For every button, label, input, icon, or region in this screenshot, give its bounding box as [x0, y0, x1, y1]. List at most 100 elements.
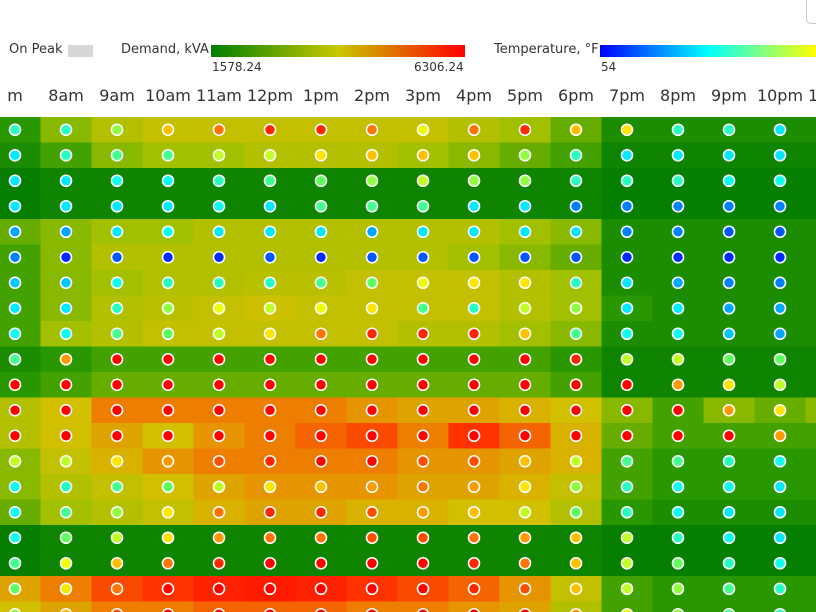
temperature-dot[interactable] — [467, 505, 481, 519]
temperature-dot[interactable] — [212, 250, 226, 264]
temperature-dot[interactable] — [773, 327, 787, 341]
temperature-dot[interactable] — [263, 403, 277, 417]
temperature-dot[interactable] — [773, 250, 787, 264]
demand-cell[interactable] — [499, 601, 552, 612]
demand-cell[interactable] — [703, 601, 756, 612]
temperature-dot[interactable] — [467, 276, 481, 290]
temperature-dot[interactable] — [263, 123, 277, 137]
temperature-dot[interactable] — [671, 505, 685, 519]
temperature-dot[interactable] — [212, 174, 226, 188]
temperature-dot[interactable] — [161, 123, 175, 137]
temperature-dot[interactable] — [569, 174, 583, 188]
temperature-dot[interactable] — [671, 148, 685, 162]
temperature-dot[interactable] — [213, 607, 225, 612]
temperature-dot[interactable] — [8, 505, 22, 519]
temperature-dot[interactable] — [212, 531, 226, 545]
temperature-dot[interactable] — [365, 276, 379, 290]
temperature-dot[interactable] — [518, 148, 532, 162]
demand-cell[interactable] — [550, 601, 603, 612]
temperature-dot[interactable] — [365, 301, 379, 315]
temperature-dot[interactable] — [467, 301, 481, 315]
temperature-dot[interactable] — [8, 352, 22, 366]
temperature-dot[interactable] — [671, 301, 685, 315]
demand-cell[interactable] — [805, 499, 816, 526]
temperature-dot[interactable] — [723, 607, 735, 612]
temperature-dot[interactable] — [671, 276, 685, 290]
corner-scroll-handle[interactable] — [806, 0, 816, 24]
temperature-dot[interactable] — [366, 607, 378, 612]
temperature-dot[interactable] — [620, 505, 634, 519]
demand-cell[interactable] — [805, 270, 816, 297]
demand-cell[interactable] — [805, 142, 816, 169]
temperature-dot[interactable] — [9, 607, 21, 612]
temperature-dot[interactable] — [569, 123, 583, 137]
temperature-dot[interactable] — [518, 403, 532, 417]
temperature-dot[interactable] — [417, 607, 429, 612]
temperature-dot[interactable] — [467, 480, 481, 494]
demand-cell[interactable] — [91, 601, 144, 612]
temperature-dot[interactable] — [620, 327, 634, 341]
temperature-dot[interactable] — [161, 378, 175, 392]
temperature-dot[interactable] — [314, 174, 328, 188]
demand-cell[interactable] — [805, 423, 816, 450]
temperature-dot[interactable] — [161, 505, 175, 519]
temperature-dot[interactable] — [722, 148, 736, 162]
temperature-dot[interactable] — [467, 582, 481, 596]
temperature-dot[interactable] — [212, 327, 226, 341]
temperature-dot[interactable] — [467, 429, 481, 443]
temperature-dot[interactable] — [773, 429, 787, 443]
temperature-dot[interactable] — [365, 556, 379, 570]
temperature-dot[interactable] — [722, 225, 736, 239]
demand-cell[interactable] — [805, 550, 816, 577]
temperature-dot[interactable] — [60, 607, 72, 612]
temperature-dot[interactable] — [416, 531, 430, 545]
temperature-dot[interactable] — [620, 174, 634, 188]
temperature-dot[interactable] — [518, 505, 532, 519]
temperature-dot[interactable] — [569, 505, 583, 519]
temperature-dot[interactable] — [212, 352, 226, 366]
temperature-dot[interactable] — [620, 582, 634, 596]
temperature-dot[interactable] — [59, 301, 73, 315]
temperature-dot[interactable] — [110, 250, 124, 264]
temperature-dot[interactable] — [212, 429, 226, 443]
temperature-dot[interactable] — [620, 378, 634, 392]
temperature-dot[interactable] — [8, 327, 22, 341]
temperature-dot[interactable] — [620, 276, 634, 290]
temperature-dot[interactable] — [569, 250, 583, 264]
temperature-dot[interactable] — [314, 148, 328, 162]
temperature-dot[interactable] — [722, 250, 736, 264]
demand-cell[interactable] — [805, 321, 816, 348]
temperature-dot[interactable] — [569, 276, 583, 290]
temperature-dot[interactable] — [314, 276, 328, 290]
temperature-dot[interactable] — [110, 378, 124, 392]
demand-cell[interactable] — [805, 525, 816, 552]
temperature-dot[interactable] — [212, 123, 226, 137]
temperature-dot[interactable] — [365, 531, 379, 545]
temperature-dot[interactable] — [416, 225, 430, 239]
demand-cell[interactable] — [295, 601, 348, 612]
temperature-dot[interactable] — [416, 301, 430, 315]
temperature-dot[interactable] — [212, 378, 226, 392]
temperature-dot[interactable] — [314, 352, 328, 366]
temperature-dot[interactable] — [416, 556, 430, 570]
temperature-dot[interactable] — [110, 123, 124, 137]
temperature-dot[interactable] — [467, 352, 481, 366]
temperature-dot[interactable] — [773, 531, 787, 545]
temperature-dot[interactable] — [722, 276, 736, 290]
temperature-dot[interactable] — [569, 429, 583, 443]
temperature-dot[interactable] — [773, 174, 787, 188]
temperature-dot[interactable] — [59, 352, 73, 366]
demand-cell[interactable] — [601, 601, 654, 612]
temperature-dot[interactable] — [467, 174, 481, 188]
temperature-dot[interactable] — [59, 505, 73, 519]
temperature-dot[interactable] — [518, 225, 532, 239]
temperature-dot[interactable] — [722, 480, 736, 494]
temperature-dot[interactable] — [263, 148, 277, 162]
temperature-dot[interactable] — [416, 582, 430, 596]
temperature-dot[interactable] — [8, 250, 22, 264]
temperature-dot[interactable] — [467, 556, 481, 570]
temperature-dot[interactable] — [161, 429, 175, 443]
temperature-dot[interactable] — [467, 225, 481, 239]
temperature-dot[interactable] — [110, 403, 124, 417]
temperature-dot[interactable] — [110, 556, 124, 570]
